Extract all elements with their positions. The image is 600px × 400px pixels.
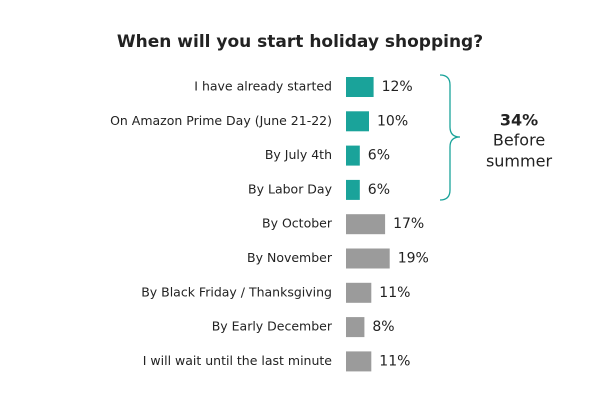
value-label: 10%	[377, 113, 408, 129]
annotation-highlight: 34%	[500, 111, 538, 130]
bar	[346, 111, 369, 132]
bar	[346, 214, 386, 235]
value-label: 11%	[379, 285, 410, 301]
value-label: 6%	[368, 148, 390, 164]
bar	[346, 179, 360, 200]
bar	[346, 145, 360, 166]
value-label: 19%	[398, 251, 429, 267]
value-label: 8%	[372, 319, 394, 335]
annotation-line: Before	[493, 131, 545, 150]
value-label: 6%	[368, 182, 390, 198]
bar	[346, 248, 390, 269]
bar	[346, 282, 372, 303]
value-label: 11%	[379, 353, 410, 369]
value-label: 12%	[382, 79, 413, 95]
bracket	[439, 74, 461, 201]
bar	[346, 351, 372, 372]
annotation-line: summer	[486, 152, 552, 171]
chart-title: When will you start holiday shopping?	[117, 32, 483, 52]
category-label: I have already started	[194, 79, 332, 94]
category-label: By November	[247, 250, 333, 265]
category-label: By July 4th	[265, 147, 332, 162]
category-label: I will wait until the last minute	[143, 353, 333, 368]
bar	[346, 317, 365, 338]
category-label: By Early December	[212, 319, 333, 334]
category-label: By Black Friday / Thanksgiving	[141, 284, 332, 299]
category-label: By October	[262, 216, 333, 231]
category-label: By Labor Day	[248, 181, 333, 196]
category-label: On Amazon Prime Day (June 21-22)	[110, 113, 332, 128]
bar	[346, 77, 374, 97]
value-label: 17%	[393, 216, 424, 232]
